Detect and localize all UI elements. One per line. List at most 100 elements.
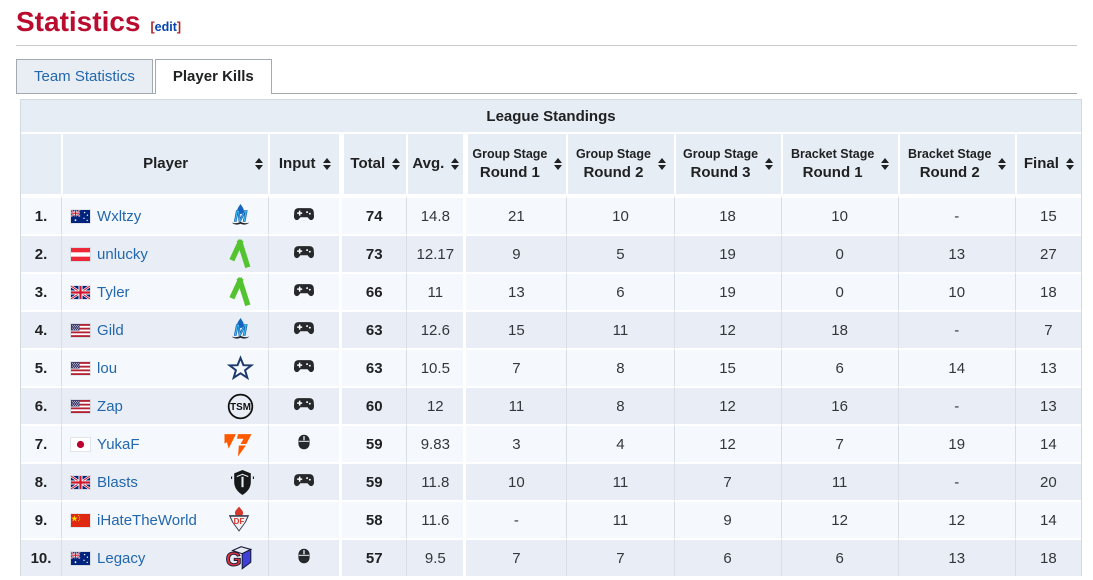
stat-cell: 9: [673, 500, 781, 539]
player-link[interactable]: lou: [97, 359, 118, 377]
table-row: 8. Blasts 59 11.8 10 11 7 11-20: [21, 462, 1081, 501]
column-header-avg[interactable]: Avg.: [406, 134, 464, 197]
player-link[interactable]: Tyler: [97, 283, 130, 301]
total-cell: 63: [339, 348, 407, 387]
column-label: Avg.: [412, 155, 445, 173]
stat-cell: 10: [566, 196, 674, 235]
player-link[interactable]: Gild: [97, 321, 124, 339]
edit-section: [edit]: [150, 20, 182, 34]
tsm-logo-icon[interactable]: TSM: [227, 393, 254, 420]
controller-icon: [294, 207, 315, 221]
stat-cell: 12: [673, 310, 781, 349]
total-cell: 66: [339, 272, 407, 311]
stat-cell: 18: [780, 310, 898, 349]
mouse-icon: [298, 548, 310, 564]
player-cell: lou: [61, 348, 269, 387]
stat-cell: 9: [463, 234, 567, 273]
input-cell: [268, 234, 340, 273]
stat-cell: 7: [1014, 310, 1081, 349]
player-link[interactable]: Legacy: [97, 549, 146, 567]
player-link[interactable]: iHateTheWorld: [97, 511, 197, 529]
column-header-rank: [21, 134, 62, 197]
player-cell: Zap TSM: [61, 386, 269, 425]
stat-cell: 12: [897, 500, 1015, 539]
guild-logo-icon[interactable]: [231, 469, 255, 496]
player-cell: Legacy G: [61, 538, 269, 577]
stat-cell: 16: [780, 386, 898, 425]
column-header-input[interactable]: Input: [268, 134, 340, 197]
column-sublabel: Round 2: [919, 163, 980, 181]
stat-cell: 8: [566, 386, 674, 425]
tab-player-kills[interactable]: Player Kills: [154, 59, 272, 95]
stat-cell: 3: [463, 424, 567, 463]
column-header-total[interactable]: Total: [339, 134, 407, 197]
tab-team-statistics[interactable]: Team Statistics: [16, 59, 153, 94]
column-header-gs2[interactable]: Group Stage Round 2: [566, 134, 674, 197]
stat-cell: 7: [566, 538, 674, 577]
svg-text:TSM: TSM: [230, 402, 251, 413]
moist-logo-icon[interactable]: M: [227, 203, 254, 230]
stat-cell: -: [463, 500, 567, 539]
controller-icon: [294, 321, 315, 335]
stat-cell: 11: [780, 462, 898, 501]
avg-cell: 10.5: [406, 348, 464, 387]
stat-cell: 19: [897, 424, 1015, 463]
avg-cell: 11.6: [406, 500, 464, 539]
stat-cell: 21: [463, 196, 567, 235]
total-cell: 57: [339, 538, 407, 577]
fnatic-logo-icon[interactable]: [222, 431, 254, 458]
column-label: Bracket Stage: [908, 146, 992, 161]
flame-shield-logo-icon[interactable]: DF: [224, 505, 254, 535]
column-header-row: Player Input Total Avg. Group Stage Round 1 Gr…: [21, 134, 1081, 197]
stat-cell: 19: [673, 272, 781, 311]
player-link[interactable]: unlucky: [97, 245, 148, 263]
player-link[interactable]: Zap: [97, 397, 123, 415]
column-header-gs1[interactable]: Group Stage Round 1: [463, 134, 567, 197]
flag-usa-icon: [71, 323, 91, 337]
stat-cell: 0: [780, 234, 898, 273]
stat-cell: 4: [566, 424, 674, 463]
column-header-player[interactable]: Player: [61, 134, 269, 197]
star-logo-icon[interactable]: [227, 354, 255, 382]
table-title: League Standings: [21, 100, 1081, 135]
player-cell: Wxltzy M: [61, 196, 269, 235]
player-link[interactable]: YukaF: [97, 435, 140, 453]
column-sublabel: Round 2: [583, 163, 644, 181]
table-title-row: League Standings: [21, 100, 1081, 135]
total-cell: 60: [339, 386, 407, 425]
stat-cell: 18: [673, 196, 781, 235]
moist-logo-icon[interactable]: M: [227, 317, 254, 344]
column-header-gs3[interactable]: Group Stage Round 3: [673, 134, 781, 197]
edit-link[interactable]: edit: [154, 20, 177, 34]
stat-cell: 6: [780, 348, 898, 387]
sort-icon: [657, 158, 666, 171]
flag-uk-icon: [71, 285, 91, 299]
column-header-bs2[interactable]: Bracket Stage Round 2: [897, 134, 1015, 197]
stat-cell: 19: [673, 234, 781, 273]
gcube-logo-icon[interactable]: G: [224, 543, 254, 573]
green-arrow-logo-icon[interactable]: [226, 239, 254, 269]
column-label: Final: [1023, 155, 1059, 173]
column-header-final[interactable]: Final: [1014, 134, 1081, 197]
svg-text:DF: DF: [234, 517, 245, 526]
stat-cell: 11: [566, 500, 674, 539]
rank-cell: 1.: [21, 196, 62, 235]
column-header-bs1[interactable]: Bracket Stage Round 1: [780, 134, 898, 197]
stat-cell: 11: [566, 310, 674, 349]
sort-icon: [322, 158, 331, 171]
column-label: Total: [350, 155, 386, 173]
stat-cell: 6: [780, 538, 898, 577]
green-arrow-logo-icon[interactable]: [226, 277, 254, 307]
table-row: 1. Wxltzy M 74 14.8 21 10 18 10-15: [21, 196, 1081, 235]
flag-china-icon: [71, 513, 91, 527]
player-link[interactable]: Blasts: [97, 473, 138, 491]
rank-cell: 7.: [21, 424, 62, 463]
stat-cell: 18: [1014, 272, 1081, 311]
stat-cell: 10: [897, 272, 1015, 311]
stat-cell: 13: [897, 234, 1015, 273]
player-link[interactable]: Wxltzy: [97, 207, 142, 225]
input-cell: [268, 424, 340, 463]
svg-text:M: M: [234, 208, 248, 225]
column-label: Input: [278, 155, 316, 173]
